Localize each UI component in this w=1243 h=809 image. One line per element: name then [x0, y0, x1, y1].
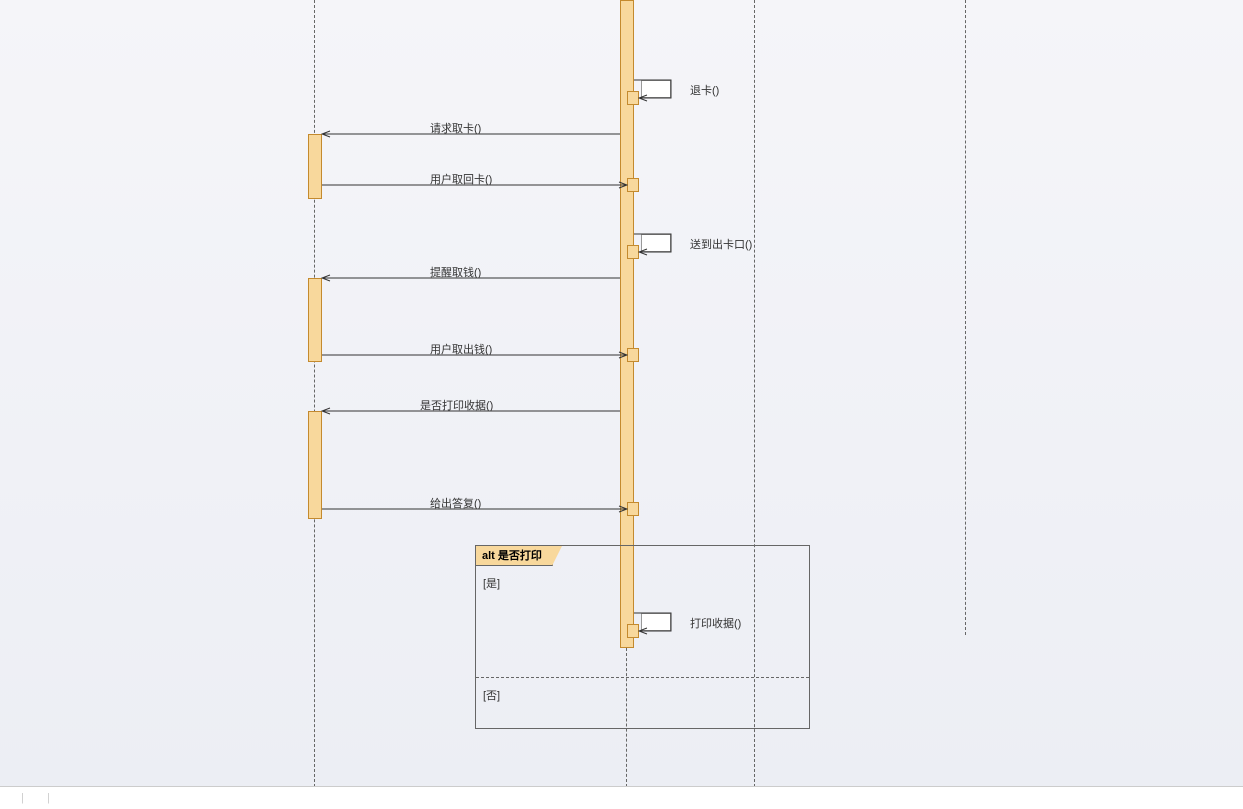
status-sep: |: [47, 792, 50, 804]
msg-label-1: 请求取卡(): [430, 120, 481, 136]
selfmsg-label-1: 退卡(): [690, 82, 719, 98]
msg-label-2: 用户取回卡(): [430, 171, 492, 187]
msg-label-6: 给出答复(): [430, 495, 481, 511]
sequence-diagram-canvas: alt 是否打印 [是] [否] 退卡() 送到出卡口() 打印收据() 请求取…: [0, 0, 1243, 809]
status-item: [8, 792, 11, 804]
status-sep: |: [21, 792, 24, 804]
status-item: [60, 792, 63, 804]
msg-label-3: 提醒取钱(): [430, 264, 481, 280]
arrows-layer: [0, 0, 1243, 809]
status-bar: | |: [0, 786, 1243, 809]
msg-label-5: 是否打印收据(): [420, 397, 493, 413]
msg-label-4: 用户取出钱(): [430, 341, 492, 357]
selfmsg-label-3: 打印收据(): [690, 615, 741, 631]
status-item: [34, 792, 37, 804]
selfmsg-label-2: 送到出卡口(): [690, 236, 752, 252]
